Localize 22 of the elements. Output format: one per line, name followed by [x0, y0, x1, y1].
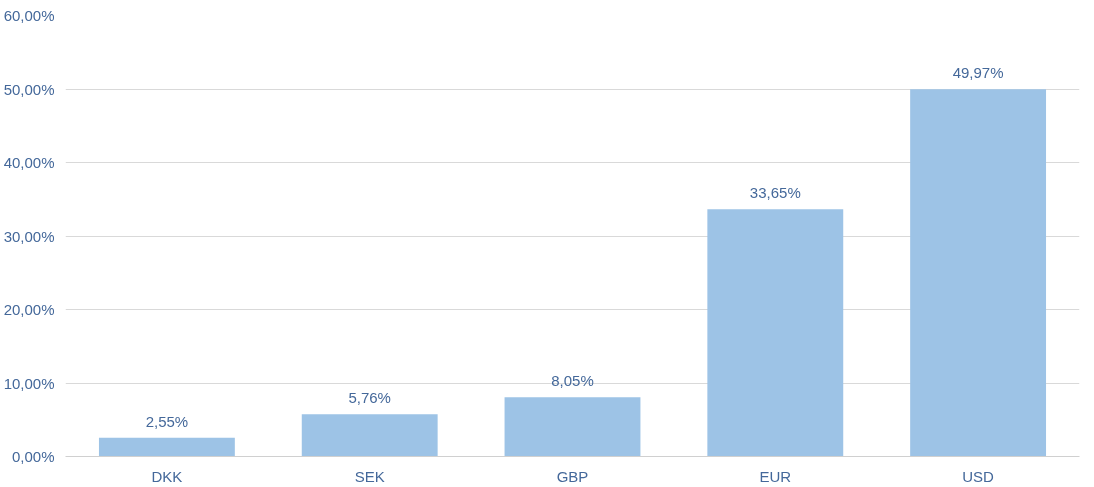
bar [504, 397, 641, 457]
data-label: 2,55% [145, 412, 189, 430]
x-tick-label: DKK [151, 467, 183, 485]
data-label: 8,05% [551, 372, 594, 390]
y-tick-label: 30,00% [3, 227, 55, 245]
y-tick-label: 40,00% [3, 154, 55, 171]
y-tick-label: 60,00% [3, 7, 55, 24]
bar [707, 209, 844, 457]
y-tick-label: 20,00% [3, 301, 55, 318]
y-tick-label: 0,00% [11, 448, 55, 465]
data-label: 49,97% [952, 64, 1004, 82]
x-tick-label: USD [962, 467, 995, 485]
x-tick-label: EUR [759, 467, 792, 485]
data-label: 33,65% [749, 184, 801, 202]
y-tick-label: 10,00% [3, 374, 55, 392]
x-tick-label: SEK [354, 467, 385, 485]
y-tick-label: 50,00% [3, 80, 55, 98]
bar [301, 414, 438, 457]
data-label: 5,76% [348, 389, 391, 407]
bar [910, 89, 1047, 457]
bar [98, 437, 235, 457]
x-tick-label: GBP [556, 467, 589, 485]
